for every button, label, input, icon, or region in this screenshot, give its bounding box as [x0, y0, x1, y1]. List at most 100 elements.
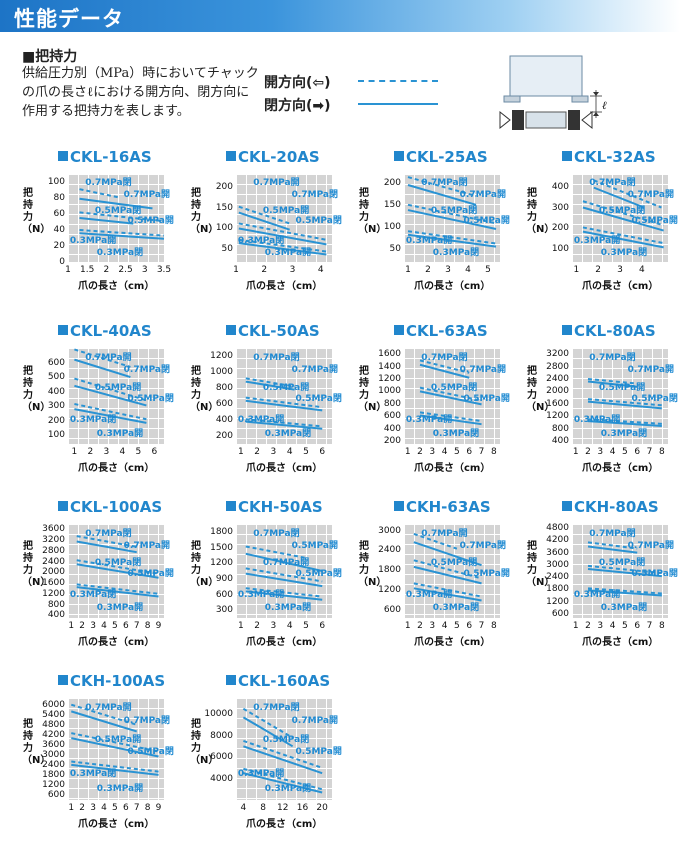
series-line-0.3MPa閉: [587, 420, 662, 428]
y-tick-label: 50: [389, 243, 401, 254]
chart-title: CKL-100AS: [58, 498, 162, 516]
y-tick-label: 2800: [546, 361, 569, 372]
chart-title-text: CKL-80AS: [574, 322, 656, 340]
y-tick-label: 1400: [378, 361, 401, 372]
y-tick-label: 200: [383, 177, 401, 188]
y-tick-label: 2400: [42, 759, 65, 770]
chart-ckl-20as: CKL-20AS 0.7MPa開 0.7MPa閉 0.5MPa開 0.5MPa閉 0.3M…: [190, 148, 350, 324]
x-tick-label: 7: [478, 447, 485, 457]
chart-title: CKL-20AS: [226, 148, 320, 166]
series-label: 0.3MPa閉: [432, 247, 480, 258]
x-tick-label: 6: [122, 621, 129, 631]
x-tick-label: 1.5: [80, 265, 95, 275]
series-label: 0.3MPa開: [237, 415, 285, 426]
series-line-0.3MPa開: [79, 229, 165, 237]
x-tick-label: 1: [238, 621, 244, 631]
x-tick-label: 5: [112, 803, 118, 813]
x-tick-label: 9: [155, 803, 162, 813]
x-tick-label: 7: [646, 447, 653, 457]
plot-area: 0.7MPa閉 0.7MPa開 0.5MPa閉 0.5MPa開 0.3MPa開 0.3MP…: [572, 524, 678, 618]
series-label: 0.7MPa開: [253, 178, 300, 189]
plot-area: 0.7MPa閉 0.7MPa開 0.5MPa閉 0.5MPa開 0.3MPa開 0.3MP…: [404, 174, 510, 262]
title-square: [226, 501, 236, 511]
y-tick-label: 2000: [42, 567, 65, 578]
plot-area: 0.7MPa閉 0.5MPa開 0.7MPa開 0.5MPa閉 0.3MPa開 0.3MP…: [236, 524, 342, 618]
chart-title-text: CKL-20AS: [238, 148, 320, 166]
y-tick-label: 200: [215, 431, 233, 441]
y-tick-label: 6000: [210, 752, 233, 763]
series-line-0.7MPa開: [413, 532, 458, 550]
chart-title-text: CKH-80AS: [574, 498, 659, 516]
series-line-0.5MPa閉: [245, 399, 323, 412]
y-tick-label: 900: [215, 573, 233, 584]
x-tick-label: 6: [634, 621, 641, 631]
chart-ckl-40as: CKL-40AS 0.7MPa開 0.7MPa閉 0.5MPa開 0.5MPa閉 0.3M…: [22, 322, 182, 506]
plot-area: 0.7MPa開 0.7MPa閉 0.5MPa開 0.5MPa閉 0.3MPa閉 0.3MP…: [68, 698, 174, 800]
series-label: 0.7MPa開: [627, 189, 674, 200]
series-line-0.7MPa開: [245, 545, 307, 559]
series-line-0.7MPa閉: [242, 716, 294, 748]
series-label: 0.7MPa閉: [421, 178, 468, 189]
series-line-0.7MPa閉: [70, 710, 138, 733]
y-tick-label: 3000: [546, 559, 569, 570]
x-tick-label: 4: [609, 621, 616, 631]
y-tick-label: 3600: [546, 547, 569, 558]
series-line-0.7MPa閉: [419, 363, 470, 379]
y-tick-label: 1800: [378, 565, 401, 576]
title-square: [58, 675, 68, 685]
series-line-0.5MPa開: [407, 203, 497, 225]
x-axis-label: 爪の長さ（cm）: [582, 281, 659, 292]
series-line-0.5MPa閉: [419, 390, 482, 406]
series-lines: [74, 348, 147, 424]
x-tick-label: 3: [445, 265, 451, 275]
y-tick-label: 2800: [42, 545, 65, 556]
y-tick-label: 3200: [42, 535, 65, 546]
x-tick-label: 12: [277, 803, 289, 813]
series-line-0.7MPa閉: [245, 552, 323, 572]
x-tick-label: 8: [144, 803, 151, 813]
chart-title: CKH-63AS: [394, 498, 491, 516]
series-line-0.7MPa開: [587, 377, 638, 385]
series-lines: [587, 541, 662, 597]
x-tick-label: 1: [572, 447, 579, 457]
x-axis-label: 爪の長さ（cm）: [246, 819, 323, 830]
series-label: 0.7MPa開: [291, 365, 338, 376]
series-label: 0.3MPa開: [405, 589, 453, 600]
y-tick-label: 200: [383, 435, 401, 446]
chart-title: CKH-50AS: [226, 498, 323, 516]
section-description: 供給圧力別（MPa）時においてチャックの爪の長さℓにおける開方向、閉方向に作用す…: [22, 66, 259, 119]
chart-title-text: CKH-50AS: [238, 498, 323, 516]
series-label: 0.5MPa閉: [295, 569, 342, 580]
chart-title: CKL-32AS: [562, 148, 656, 166]
series-line-0.5MPa閉: [582, 206, 664, 232]
chart-title-text: CKL-63AS: [406, 322, 488, 340]
title-square: [58, 501, 68, 511]
x-tick-label: 8: [658, 447, 665, 457]
series-line-0.7MPa開: [587, 541, 638, 550]
y-axis-label: 把持力（N）: [358, 366, 387, 413]
y-tick-label: 6000: [42, 699, 65, 710]
series-line-0.3MPa閉: [238, 242, 327, 256]
chart-ckl-63as: CKL-63AS 0.7MPa閉 0.7MPa開 0.5MPa閉 0.5MPa開 0.3M…: [358, 322, 518, 506]
chart-title-text: CKL-100AS: [70, 498, 163, 516]
header-banner: 性能データ: [0, 0, 680, 32]
y-tick-label: 1500: [210, 542, 233, 553]
y-tick-label: 1800: [546, 584, 569, 595]
series-line-0.7MPa閉: [74, 358, 131, 379]
series-line-0.5MPa閉: [407, 209, 497, 230]
y-tick-label: 800: [215, 383, 233, 393]
series-line-0.7MPa開: [407, 176, 477, 197]
x-tick-label: 6: [466, 621, 473, 631]
series-label: 0.3MPa閉: [600, 428, 648, 439]
series-line-0.3MPa閉: [245, 420, 323, 430]
series-line-0.7MPa閉: [79, 197, 153, 210]
x-tick-label: 3: [103, 447, 110, 457]
y-axis-label: 把持力（N）: [526, 366, 555, 413]
chart-ckl-16as: CKL-16AS 0.7MPa閉 0.7MPa開 0.5MPa閉 0.5MPa開 0.3M…: [22, 148, 182, 324]
y-axis-label: 把持力（N）: [190, 541, 219, 588]
chart-ckh-100as: CKH-100AS 0.7MPa開 0.7MPa閉 0.5MPa開 0.5MPa閉 0.3…: [22, 672, 182, 862]
series-lines: [245, 377, 323, 430]
y-tick-label: 1200: [210, 351, 233, 361]
series-line-0.5MPa開: [419, 386, 482, 402]
x-tick-label: 9: [155, 621, 162, 631]
